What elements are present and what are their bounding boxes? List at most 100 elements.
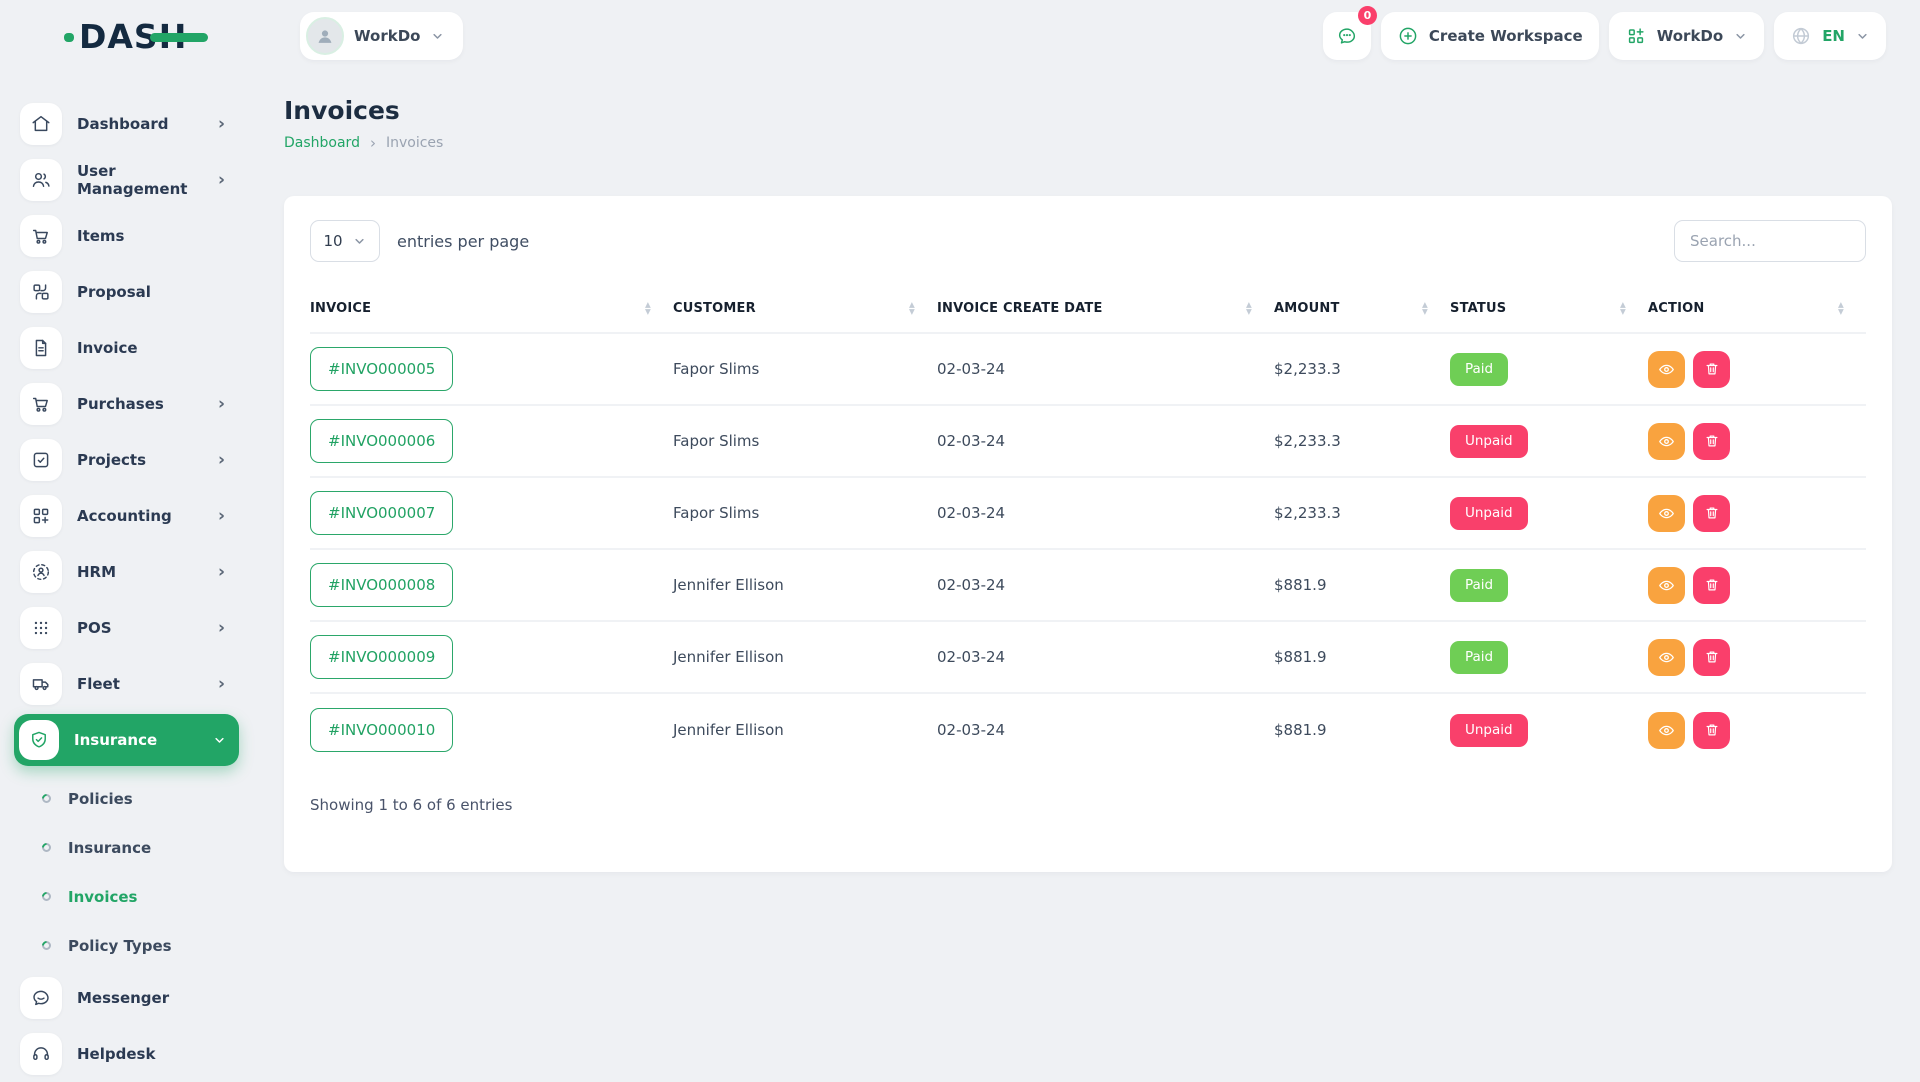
sidebar-item-hrm[interactable]: HRM › (14, 544, 239, 600)
chevron-right-icon: › (218, 676, 233, 693)
workspace-menu-button[interactable]: WorkDo (1609, 12, 1764, 60)
page-size-value: 10 (323, 232, 342, 250)
sort-icon[interactable]: ▲▼ (1246, 301, 1252, 315)
breadcrumb-dashboard-link[interactable]: Dashboard (284, 135, 360, 151)
sidebar-subitem-policy-types[interactable]: Policy Types (14, 921, 239, 970)
sidebar-item-dashboard[interactable]: Dashboard › (14, 96, 239, 152)
date-cell: 02-03-24 (937, 576, 1274, 594)
amount-cell: $881.9 (1274, 721, 1450, 739)
invoice-number-button[interactable]: #INVO000005 (310, 347, 453, 391)
sidebar-item-pos[interactable]: POS › (14, 600, 239, 656)
page-size-select[interactable]: 10 (310, 220, 380, 262)
invoice-number-button[interactable]: #INVO000006 (310, 419, 453, 463)
table-footer-summary: Showing 1 to 6 of 6 entries (310, 766, 1866, 814)
row-actions (1648, 639, 1866, 676)
sidebar-item-proposal[interactable]: Proposal (14, 264, 239, 320)
delete-button[interactable] (1693, 423, 1730, 460)
sidebar-item-user-management[interactable]: User Management › (14, 152, 239, 208)
delete-button[interactable] (1693, 639, 1730, 676)
table-row: #INVO000007 Fapor Slims 02-03-24 $2,233.… (310, 478, 1866, 550)
sidebar-item-label: User Management (77, 162, 203, 198)
dash-logo: DASH (64, 14, 249, 58)
check-square-icon (20, 439, 62, 481)
sidebar-item-messenger[interactable]: Messenger (14, 970, 239, 1026)
language-selector[interactable]: EN (1774, 12, 1886, 60)
view-button[interactable] (1648, 567, 1685, 604)
table-row: #INVO000008 Jennifer Ellison 02-03-24 $8… (310, 550, 1866, 622)
date-cell: 02-03-24 (937, 721, 1274, 739)
column-header-amount[interactable]: AMOUNT▲▼ (1274, 301, 1450, 316)
customer-cell: Fapor Slims (673, 432, 937, 450)
invoice-number-button[interactable]: #INVO000009 (310, 635, 453, 679)
sidebar-item-projects[interactable]: Projects › (14, 432, 239, 488)
logo-area: DASH (0, 14, 253, 58)
chevron-right-icon: › (218, 172, 233, 189)
delete-button[interactable] (1693, 351, 1730, 388)
sort-icon[interactable]: ▲▼ (1422, 301, 1428, 315)
column-header-status[interactable]: STATUS▲▼ (1450, 301, 1648, 316)
row-actions (1648, 495, 1866, 532)
table-row: #INVO000005 Fapor Slims 02-03-24 $2,233.… (310, 334, 1866, 406)
sidebar-item-label: Proposal (77, 283, 233, 301)
person-circle-icon (20, 551, 62, 593)
shield-check-icon (19, 720, 59, 760)
sidebar-item-helpdesk[interactable]: Helpdesk (14, 1026, 239, 1082)
cart-icon (20, 215, 62, 257)
sidebar-item-fleet[interactable]: Fleet › (14, 656, 239, 712)
sort-icon[interactable]: ▲▼ (645, 301, 651, 315)
search-input[interactable] (1674, 220, 1866, 262)
workspace-menu-label: WorkDo (1657, 27, 1723, 45)
sort-icon[interactable]: ▲▼ (1620, 301, 1626, 315)
submenu-label: Policy Types (68, 937, 172, 955)
workspace-selector-label: WorkDo (354, 27, 420, 45)
view-button[interactable] (1648, 351, 1685, 388)
avatar (306, 17, 344, 55)
sidebar-item-items[interactable]: Items (14, 208, 239, 264)
logo-accent-bar (150, 33, 208, 42)
sidebar-item-label: Dashboard (77, 115, 203, 133)
view-button[interactable] (1648, 712, 1685, 749)
date-cell: 02-03-24 (937, 648, 1274, 666)
workspace-selector[interactable]: WorkDo (300, 12, 463, 60)
delete-button[interactable] (1693, 567, 1730, 604)
view-button[interactable] (1648, 639, 1685, 676)
table-row: #INVO000006 Fapor Slims 02-03-24 $2,233.… (310, 406, 1866, 478)
breadcrumb: Dashboard › Invoices (284, 134, 1892, 152)
page-title: Invoices (284, 96, 1892, 125)
messages-button[interactable]: 0 (1323, 12, 1371, 60)
bullet-icon (40, 939, 53, 952)
sidebar-item-insurance[interactable]: Insurance (14, 714, 239, 766)
sort-icon[interactable]: ▲▼ (909, 301, 915, 315)
delete-button[interactable] (1693, 495, 1730, 532)
invoice-number-button[interactable]: #INVO000007 (310, 491, 453, 535)
column-header-invoice[interactable]: INVOICE▲▼ (310, 301, 673, 316)
sidebar-item-purchases[interactable]: Purchases › (14, 376, 239, 432)
column-header-customer[interactable]: CUSTOMER▲▼ (673, 301, 937, 316)
invoice-number-button[interactable]: #INVO000008 (310, 563, 453, 607)
chevron-right-icon: › (218, 508, 233, 525)
document-icon (20, 327, 62, 369)
view-button[interactable] (1648, 495, 1685, 532)
sidebar-subitem-insurance[interactable]: Insurance (14, 823, 239, 872)
create-workspace-button[interactable]: Create Workspace (1381, 12, 1599, 60)
chevron-right-icon: › (218, 116, 233, 133)
row-actions (1648, 423, 1866, 460)
sidebar-item-label: Projects (77, 451, 203, 469)
status-badge: Unpaid (1450, 714, 1528, 747)
column-header-action[interactable]: ACTION▲▼ (1648, 301, 1866, 316)
sort-icon[interactable]: ▲▼ (1838, 301, 1844, 315)
logo-accent-dot (64, 33, 74, 42)
sidebar-item-label: Purchases (77, 395, 203, 413)
customer-cell: Fapor Slims (673, 360, 937, 378)
sidebar-subitem-invoices[interactable]: Invoices (14, 872, 239, 921)
column-header-date[interactable]: INVOICE CREATE DATE▲▼ (937, 301, 1274, 316)
delete-button[interactable] (1693, 712, 1730, 749)
invoice-number-button[interactable]: #INVO000010 (310, 708, 453, 752)
view-button[interactable] (1648, 423, 1685, 460)
sidebar-item-invoice[interactable]: Invoice (14, 320, 239, 376)
sidebar-item-label: Fleet (77, 675, 203, 693)
sidebar-item-label: Insurance (74, 731, 197, 749)
sidebar-item-accounting[interactable]: Accounting › (14, 488, 239, 544)
chevron-right-icon: › (218, 396, 233, 413)
sidebar-subitem-policies[interactable]: Policies (14, 774, 239, 823)
